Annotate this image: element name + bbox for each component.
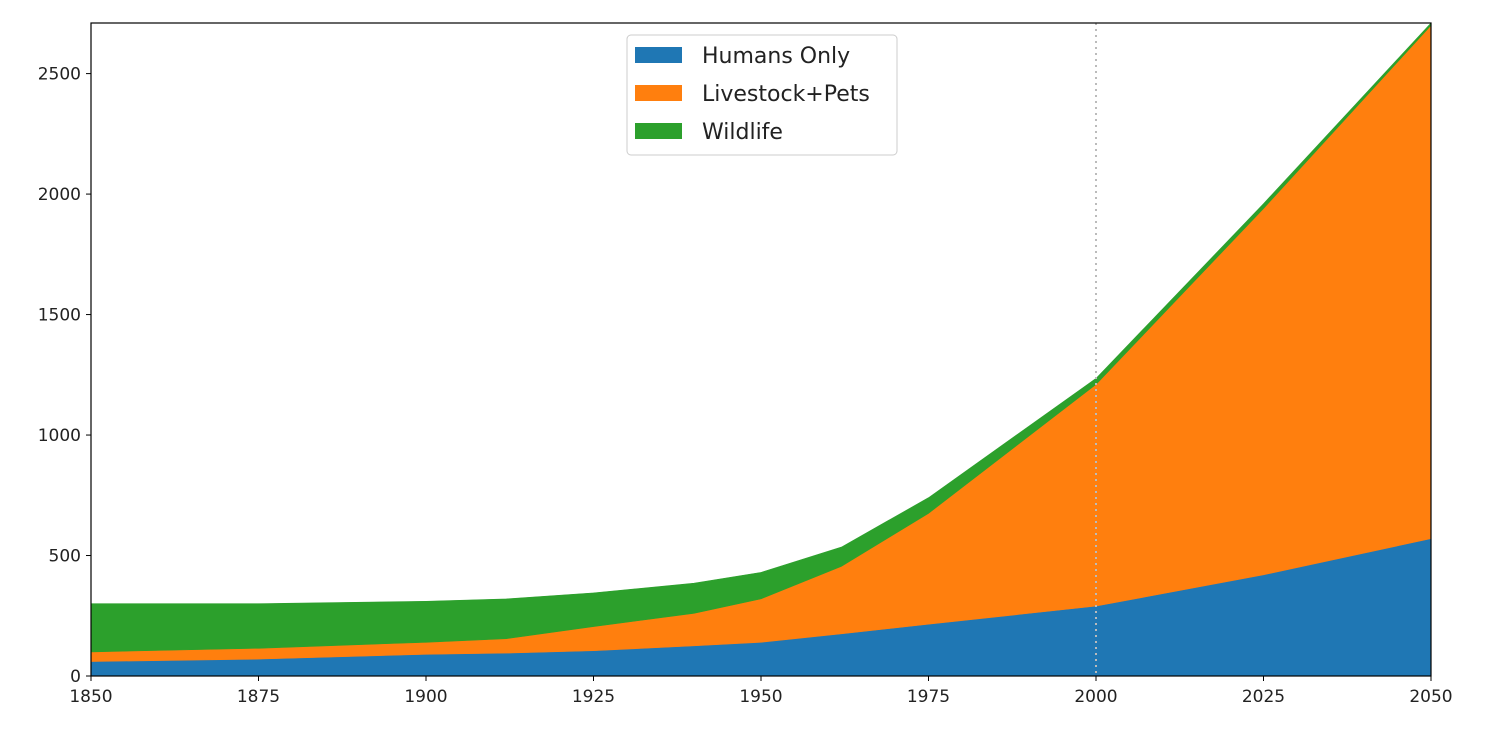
x-tick-label: 2050 xyxy=(1409,687,1452,707)
y-tick-label: 2000 xyxy=(38,185,81,205)
x-axis: 1850 1875 1900 1925 1950 1975 2000 2025 2050 xyxy=(69,676,1453,707)
y-tick-label: 2500 xyxy=(38,65,81,85)
y-axis: 0 500 1000 1500 2000 2500 xyxy=(38,65,91,687)
y-tick-label: 1500 xyxy=(38,306,81,326)
y-tick-label: 1000 xyxy=(38,426,81,446)
x-tick-label: 1975 xyxy=(907,687,950,707)
x-tick-label: 1950 xyxy=(739,687,782,707)
legend-label: Livestock+Pets xyxy=(702,82,870,107)
legend-swatch-livestock-pets xyxy=(635,85,682,101)
y-tick-label: 0 xyxy=(70,667,81,687)
legend-label: Humans Only xyxy=(702,44,850,69)
legend-label: Wildlife xyxy=(702,120,783,145)
legend-swatch-wildlife xyxy=(635,123,682,139)
x-tick-label: 1850 xyxy=(69,687,112,707)
legend-box xyxy=(626,34,898,156)
legend: Humans Only Livestock+Pets Wildlife xyxy=(626,34,898,156)
x-tick-label: 2025 xyxy=(1242,687,1285,707)
x-tick-label: 1875 xyxy=(237,687,280,707)
x-tick-label: 2000 xyxy=(1074,687,1117,707)
x-tick-label: 1925 xyxy=(572,687,615,707)
x-tick-label: 1900 xyxy=(404,687,447,707)
legend-swatch-humans-only xyxy=(635,47,682,63)
y-tick-label: 500 xyxy=(49,547,81,567)
